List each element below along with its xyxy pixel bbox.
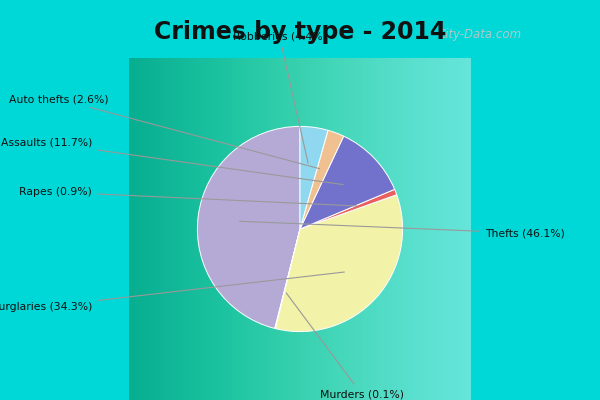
Text: Murders (0.1%): Murders (0.1%) (286, 293, 404, 399)
Wedge shape (300, 189, 397, 229)
Text: Robberies (4.4%): Robberies (4.4%) (233, 32, 326, 163)
Wedge shape (197, 126, 300, 328)
Wedge shape (275, 195, 403, 332)
Wedge shape (300, 126, 328, 229)
Text: Assaults (11.7%): Assaults (11.7%) (1, 138, 343, 184)
Wedge shape (300, 136, 395, 229)
Text: Crimes by type - 2014: Crimes by type - 2014 (154, 20, 446, 44)
Text: Burglaries (34.3%): Burglaries (34.3%) (0, 272, 344, 312)
Text: Thefts (46.1%): Thefts (46.1%) (239, 221, 565, 238)
Wedge shape (300, 130, 344, 229)
Text: City-Data.com: City-Data.com (437, 28, 521, 41)
Wedge shape (275, 229, 300, 329)
Text: Rapes (0.9%): Rapes (0.9%) (19, 187, 356, 206)
Text: Auto thefts (2.6%): Auto thefts (2.6%) (9, 94, 320, 169)
